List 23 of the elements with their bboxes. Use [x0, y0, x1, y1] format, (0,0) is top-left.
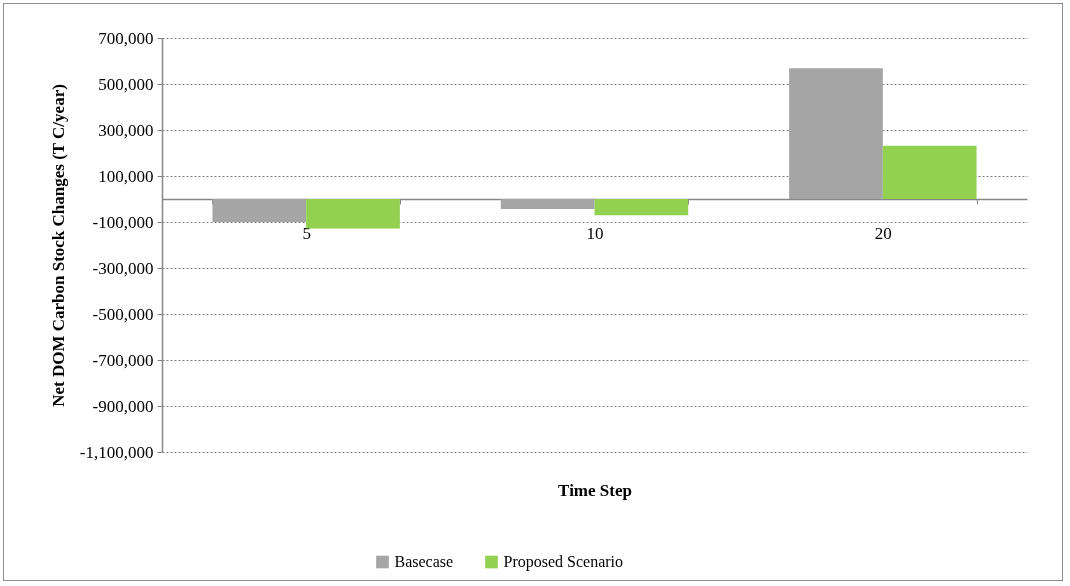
y-tick-label: -100,000	[92, 212, 154, 232]
bar	[306, 199, 400, 229]
y-tick-label: -500,000	[92, 304, 154, 324]
bar	[789, 68, 883, 199]
bar	[594, 199, 689, 216]
y-tick-label: 700,000	[98, 28, 154, 48]
y-tick-label: 300,000	[98, 120, 154, 140]
bar	[882, 145, 977, 199]
legend-label: Proposed Scenario	[503, 553, 624, 571]
bar	[212, 199, 307, 222]
y-tick-label: -700,000	[92, 350, 154, 370]
y-axis-title: Net DOM Carbon Stock Changes (T C/year)	[48, 84, 68, 407]
y-tick-label: -1,100,000	[79, 442, 154, 462]
y-tick-label: 500,000	[98, 74, 154, 94]
legend-label: Basecase	[394, 553, 454, 570]
x-tick-label: 5	[302, 223, 311, 243]
x-tick-label: 20	[874, 223, 892, 243]
y-tick-label: -900,000	[92, 396, 154, 416]
x-axis-title: Time Step	[558, 480, 632, 500]
y-tick-label: -300,000	[92, 258, 154, 278]
y-tick-label: 100,000	[98, 166, 154, 186]
bar	[500, 199, 595, 210]
x-tick-label: 10	[586, 223, 604, 243]
